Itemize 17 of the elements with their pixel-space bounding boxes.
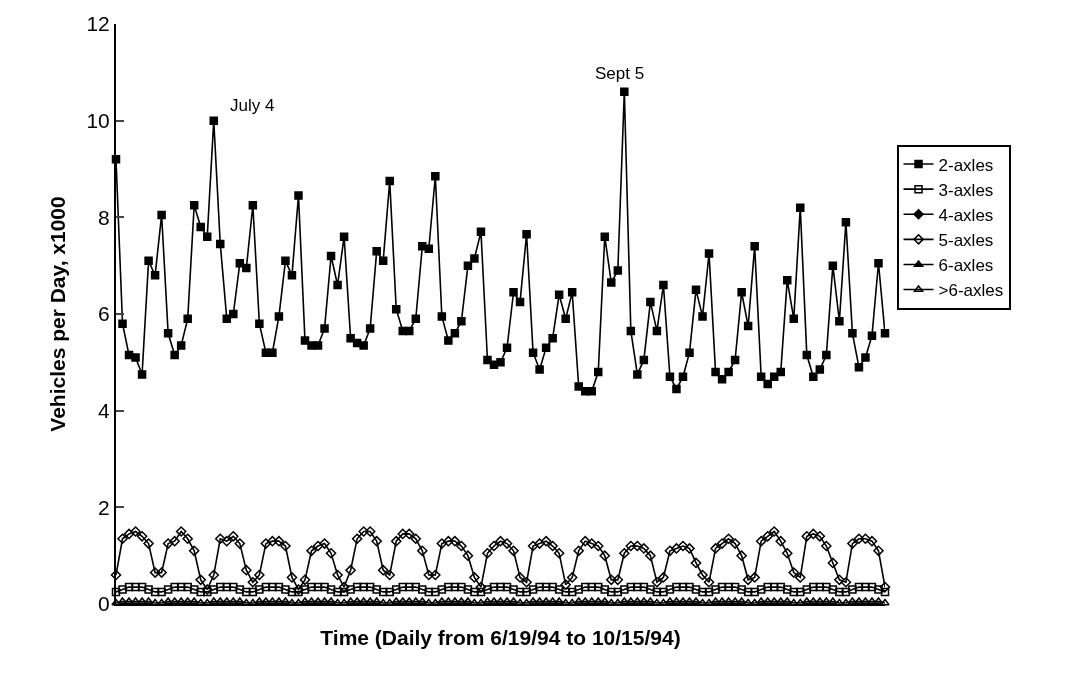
x-axis-title: Time (Daily from 6/19/94 to 10/15/94)	[320, 625, 681, 649]
annotation: Sept 5	[595, 64, 645, 83]
y-tick-label: 0	[98, 592, 110, 616]
y-tick-label: 2	[98, 495, 110, 519]
annotation: July 4	[230, 96, 275, 115]
y-tick-label: 12	[86, 12, 110, 36]
legend-label: 4-axles	[938, 205, 994, 225]
legend-label: 2-axles	[938, 155, 994, 175]
y-tick-label: 6	[98, 302, 110, 326]
legend-label: 6-axles	[938, 256, 994, 276]
y-tick-label: 4	[98, 399, 111, 423]
y-tick-label: 8	[98, 205, 110, 229]
y-tick-label: 10	[86, 109, 110, 133]
legend-label: 5-axles	[938, 230, 994, 250]
y-axis-title: Vehicles per Day, x1000	[46, 196, 70, 432]
legend-label: 3-axles	[938, 180, 994, 200]
legend-label: >6-axles	[938, 281, 1004, 301]
